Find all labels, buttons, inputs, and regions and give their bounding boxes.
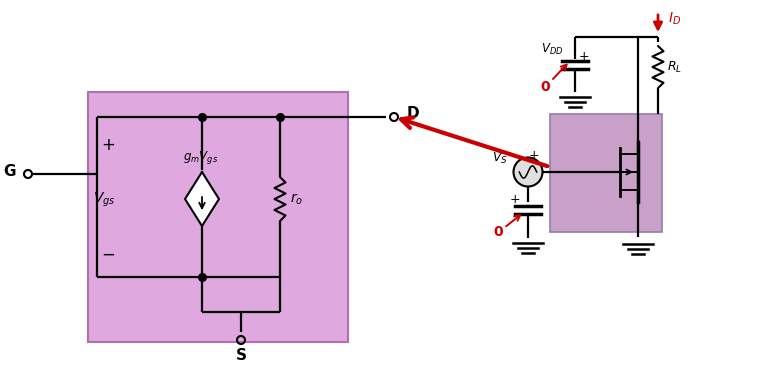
Text: $r_o$: $r_o$	[290, 191, 303, 207]
Text: +: +	[509, 194, 520, 207]
Polygon shape	[185, 172, 219, 226]
Text: G: G	[4, 165, 16, 180]
Text: 0: 0	[540, 80, 550, 94]
Text: $g_m V_{gs}$: $g_m V_{gs}$	[184, 149, 219, 165]
Text: $V_S$: $V_S$	[492, 151, 508, 165]
Text: +: +	[101, 136, 115, 154]
Text: D: D	[407, 105, 419, 120]
Bar	[550, 114, 662, 232]
Text: $R_L$: $R_L$	[667, 60, 682, 74]
Text: S: S	[236, 347, 247, 363]
Text: 0: 0	[493, 225, 503, 239]
Bar	[88, 92, 348, 342]
Text: +: +	[579, 49, 590, 62]
Text: $V_{gs}$: $V_{gs}$	[93, 191, 115, 209]
Circle shape	[514, 158, 542, 187]
Text: $I_D$: $I_D$	[668, 11, 681, 27]
Text: +: +	[529, 149, 540, 163]
Text: $V_{DD}$: $V_{DD}$	[541, 42, 563, 56]
Text: $-$: $-$	[101, 245, 115, 263]
